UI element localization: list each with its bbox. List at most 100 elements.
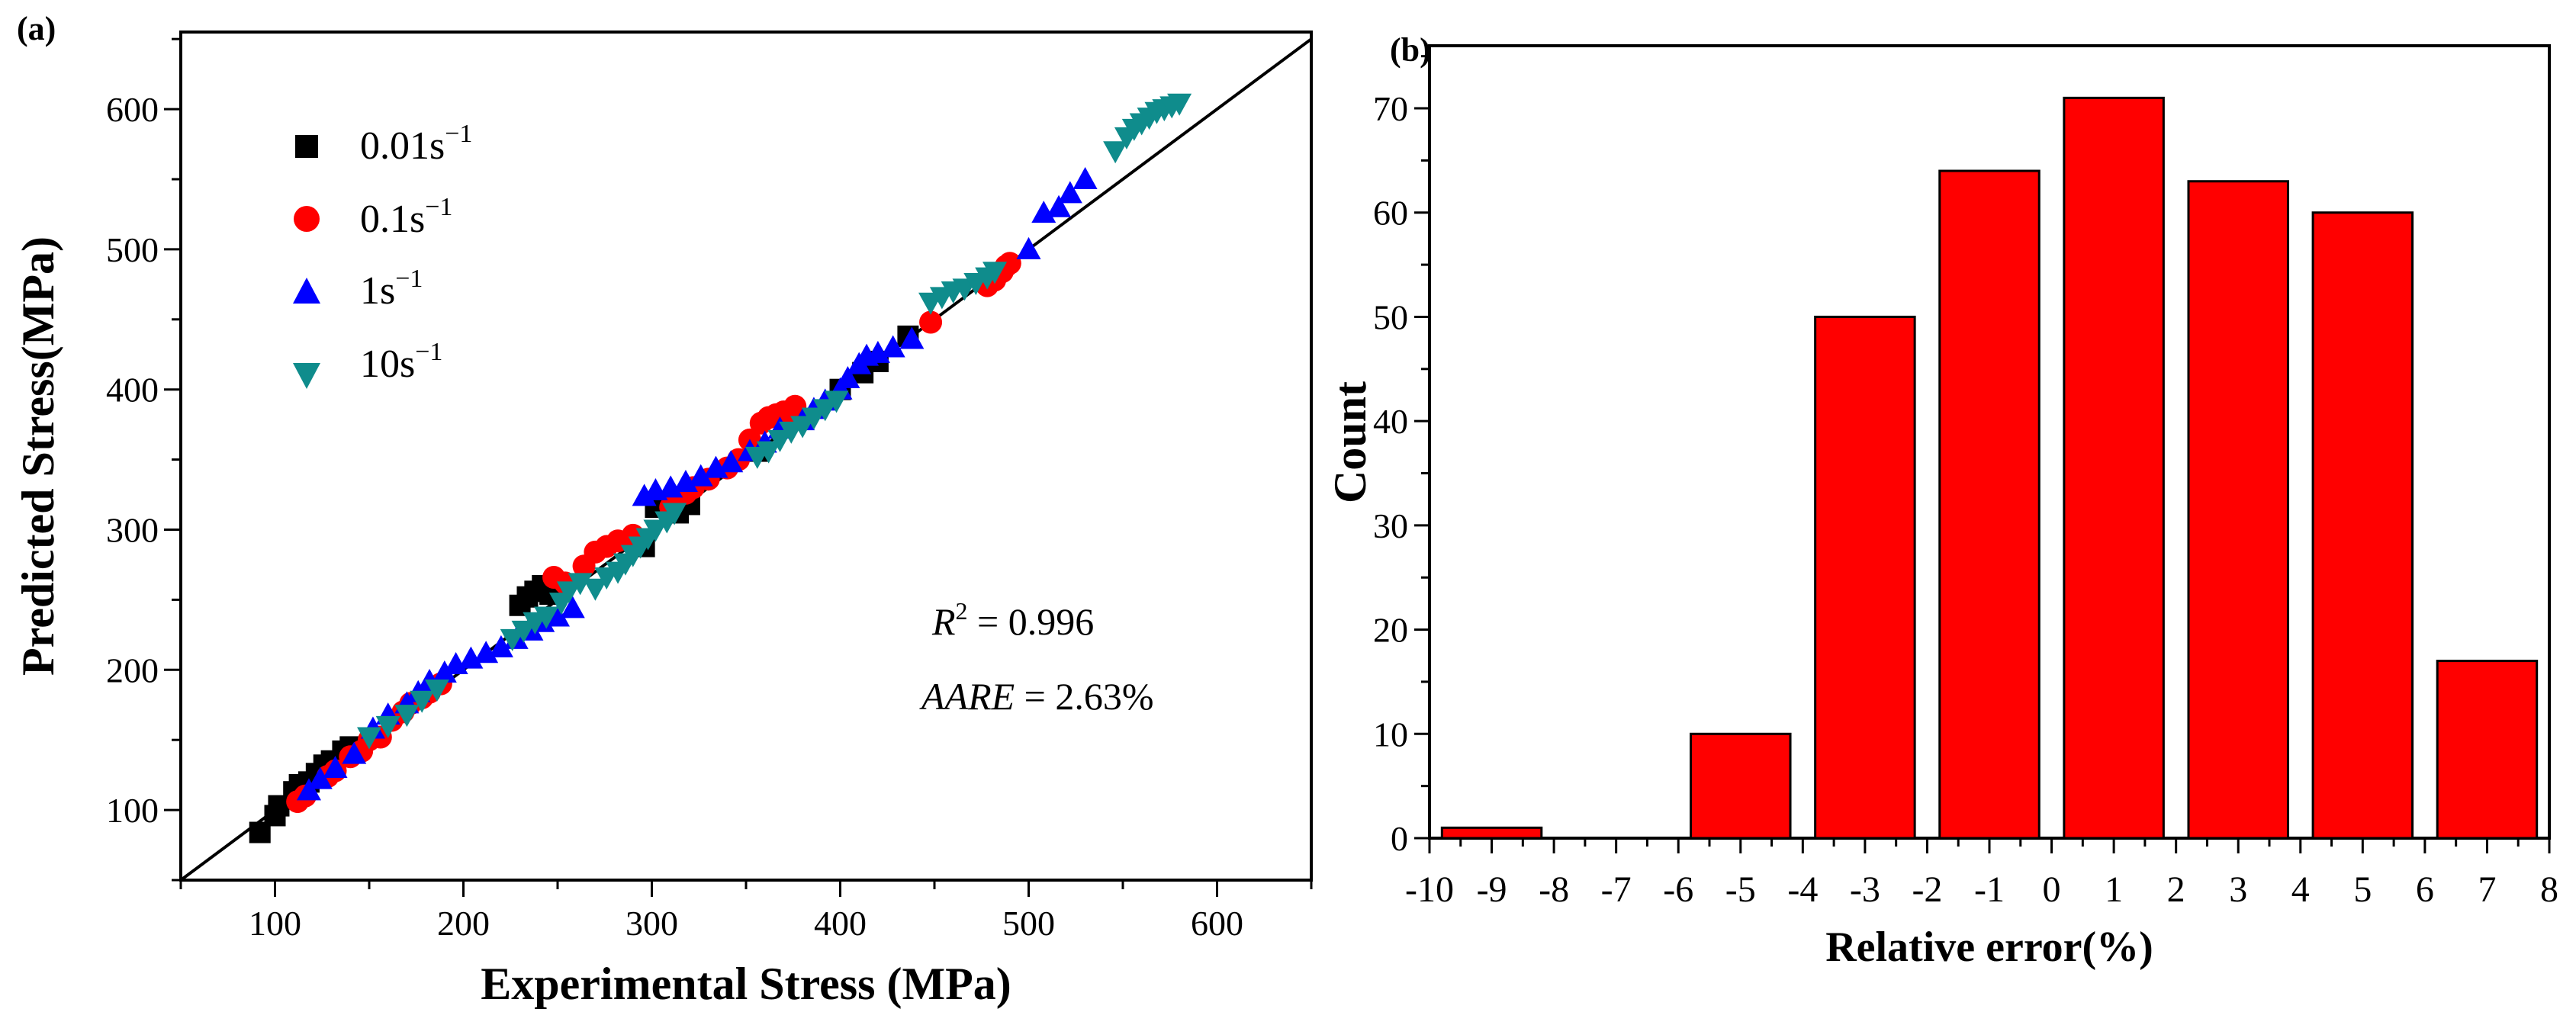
legend-superscript: −1	[415, 338, 442, 366]
scatter-point-s2-40	[1031, 201, 1056, 223]
x-tick-label: 2	[2167, 869, 2185, 910]
legend-label-0.1: 0.1s	[360, 198, 425, 241]
x-tick-label: -7	[1601, 869, 1632, 910]
scatter-point-s3-8	[534, 606, 559, 629]
scatter-point-s3-24	[767, 429, 793, 452]
scatter-point-s3-3	[410, 690, 435, 713]
y-tick-label: 70	[1373, 89, 1408, 128]
scatter-point-s3-28	[812, 399, 838, 422]
legend-superscript: −1	[425, 193, 452, 221]
panel-a-points	[249, 93, 1192, 843]
y-tick-label: 40	[1373, 402, 1408, 441]
scatter-point-s2-43	[1073, 166, 1098, 189]
x-tick-label: 6	[2416, 869, 2434, 910]
histogram-bar-0	[1440, 826, 1543, 840]
x-tick-label: 400	[814, 904, 867, 943]
y-tick-label: 300	[106, 510, 159, 549]
scatter-point-s1-39	[998, 252, 1021, 275]
scatter-point-s2-39	[1016, 236, 1041, 259]
scatter-point-s2-37	[880, 335, 905, 358]
y-tick-label: 20	[1373, 611, 1408, 650]
y-tick-label: 400	[106, 371, 159, 410]
histogram-bar-4	[1938, 169, 2041, 840]
scatter-point-s2-33	[835, 365, 860, 388]
scatter-point-s2-41	[1047, 194, 1072, 217]
scatter-point-s2-25	[719, 450, 744, 473]
scatter-point-s3-37	[1103, 141, 1128, 164]
legend-label-1: 1s	[360, 269, 395, 313]
histogram-bar-6	[2187, 180, 2289, 840]
panel-b-label: (b)	[1390, 31, 1431, 69]
panel-b-x-ticks: -10 -9 -8 -7 -6 -5 -4 -3 -2 -1 0 1 2 3 4 5 6 7 8	[1405, 838, 2558, 910]
x-tick-label: -4	[1787, 869, 1818, 910]
x-tick-label: -6	[1663, 869, 1693, 910]
scatter-point-s3-29	[824, 390, 849, 413]
panel-b-x-axis-title: Relative error(%)	[1825, 924, 2153, 971]
scatter-point-s3-19	[643, 519, 668, 542]
scatter-point-s2-21	[658, 475, 683, 498]
aare-value: = 2.63%	[1015, 675, 1153, 718]
scatter-point-s2-17	[545, 604, 570, 627]
scatter-point-s2-42	[1057, 181, 1082, 204]
scatter-point-s2-12	[474, 641, 499, 664]
y-tick-label: 100	[106, 791, 159, 830]
panel-b: (b) -10 -9 -8 -7 -6 -5 -4 -3 -2 -1 0 1 2 3 4 5 6 7 8 01020…	[1325, 31, 2558, 971]
y-tick-label: 50	[1373, 297, 1408, 336]
scatter-point-s3-23	[756, 441, 781, 464]
y-tick-label: 0	[1391, 819, 1408, 858]
x-tick-label: -8	[1539, 869, 1569, 910]
aare-annotation: AARE = 2.63%	[919, 675, 1154, 718]
scatter-point-s2-11	[458, 646, 484, 669]
scatter-point-s3-12	[583, 578, 608, 601]
panel-b-y-axis-title: Count	[1325, 381, 1375, 503]
panel-a: (a) 100 200 300 400 500 600 100 200 300 400 500 60…	[13, 10, 1313, 1009]
scatter-point-s3-45	[1167, 93, 1192, 116]
r2-value: = 0.996	[968, 600, 1095, 643]
scatter-point-s3-11	[568, 573, 593, 596]
legend-item-0.1: 0.1s−1	[294, 193, 452, 241]
scatter-point-s2-36	[865, 340, 890, 363]
x-tick-label: 100	[249, 904, 301, 943]
scatter-point-s2-1	[307, 766, 333, 789]
y-tick-label: 500	[106, 230, 159, 269]
histogram-bar-2	[1690, 732, 1792, 840]
svg-text:0.01s−1: 0.01s−1	[360, 120, 472, 168]
scatter-point-s2-23	[688, 464, 713, 487]
scatter-point-s3-6	[511, 620, 536, 643]
legend-marker-triangle-down	[293, 363, 320, 389]
y-tick-label: 600	[106, 90, 159, 129]
scatter-point-s2-24	[703, 455, 728, 478]
y-tick-label: 30	[1373, 506, 1408, 545]
svg-text:1s−1: 1s−1	[360, 265, 423, 313]
panel-b-y-ticks: 0 10 20 30 40 50 60 70	[1373, 55, 1430, 858]
legend-marker-triangle-up	[293, 278, 320, 304]
scatter-point-s3-2	[394, 705, 420, 728]
panel-b-bars	[1440, 96, 2539, 840]
x-tick-label: 5	[2353, 869, 2372, 910]
r2-superscript: 2	[956, 597, 968, 625]
svg-text:10s−1: 10s−1	[360, 338, 442, 386]
legend-label-0.01: 0.01s	[360, 124, 445, 168]
scatter-point-s2-19	[632, 484, 657, 506]
legend-superscript: −1	[395, 265, 423, 293]
legend-item-1: 1s−1	[293, 265, 423, 313]
x-tick-label: 600	[1191, 904, 1243, 943]
scatter-point-s2-10	[443, 651, 468, 674]
panel-a-legend: 0.01s−1 0.1s−1 1s−1 10s−1	[293, 120, 472, 389]
histogram-bar-7	[2311, 211, 2414, 840]
x-tick-label: 1	[2105, 869, 2123, 910]
x-tick-label: 200	[437, 904, 490, 943]
x-tick-label: 7	[2478, 869, 2496, 910]
histogram-bar-5	[2063, 96, 2165, 840]
panel-a-y-axis-title: Predicted Stress(MPa)	[13, 236, 63, 676]
x-tick-label: -9	[1477, 869, 1507, 910]
legend-superscript: −1	[445, 120, 472, 148]
y-tick-label: 60	[1373, 194, 1408, 233]
x-tick-label: -10	[1405, 869, 1454, 910]
scatter-point-s1-34	[919, 310, 943, 334]
scatter-point-s3-5	[500, 628, 525, 651]
svg-text:0.1s−1: 0.1s−1	[360, 193, 452, 241]
y-tick-label: 200	[106, 651, 159, 689]
panel-a-y-ticks: 100 200 300 400 500 600	[106, 37, 181, 882]
